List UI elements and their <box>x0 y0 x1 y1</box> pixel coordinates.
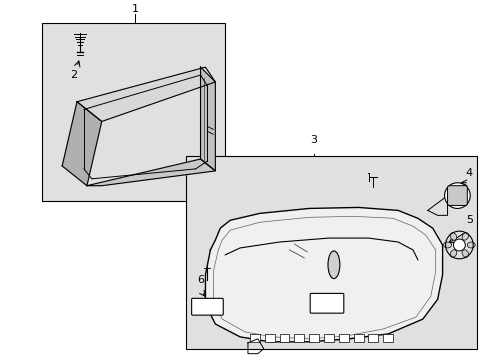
Bar <box>264 334 274 342</box>
Bar <box>294 334 304 342</box>
Text: 6: 6 <box>197 275 203 284</box>
Bar <box>338 334 348 342</box>
Polygon shape <box>62 102 102 186</box>
Ellipse shape <box>449 233 456 240</box>
Bar <box>42 23 225 201</box>
Polygon shape <box>87 159 215 186</box>
Bar <box>308 334 319 342</box>
Bar <box>368 334 378 342</box>
FancyBboxPatch shape <box>447 186 467 206</box>
Ellipse shape <box>327 251 339 279</box>
Bar <box>324 334 333 342</box>
FancyBboxPatch shape <box>191 298 223 315</box>
Bar <box>185 156 476 349</box>
Ellipse shape <box>461 250 468 257</box>
Polygon shape <box>77 67 215 121</box>
Bar <box>279 334 289 342</box>
Ellipse shape <box>443 242 450 248</box>
Text: 2: 2 <box>70 70 78 80</box>
Text: 4: 4 <box>465 168 472 178</box>
Ellipse shape <box>461 233 468 240</box>
Bar <box>249 334 259 342</box>
Ellipse shape <box>449 250 456 257</box>
Ellipse shape <box>467 242 474 248</box>
Polygon shape <box>205 207 442 342</box>
Text: 1: 1 <box>132 4 139 14</box>
Circle shape <box>452 239 465 251</box>
Text: 3: 3 <box>310 135 317 145</box>
Circle shape <box>444 183 469 208</box>
FancyBboxPatch shape <box>309 293 343 313</box>
Text: 5: 5 <box>465 215 472 225</box>
Bar <box>383 334 392 342</box>
Polygon shape <box>427 195 447 215</box>
Polygon shape <box>200 67 215 171</box>
Bar <box>353 334 363 342</box>
